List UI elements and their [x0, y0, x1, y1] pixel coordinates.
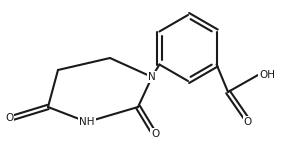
Text: O: O	[244, 117, 252, 127]
Text: O: O	[151, 129, 159, 139]
Text: OH: OH	[259, 70, 275, 80]
Text: O: O	[5, 113, 13, 123]
Text: N: N	[148, 72, 156, 82]
Text: NH: NH	[79, 117, 95, 127]
